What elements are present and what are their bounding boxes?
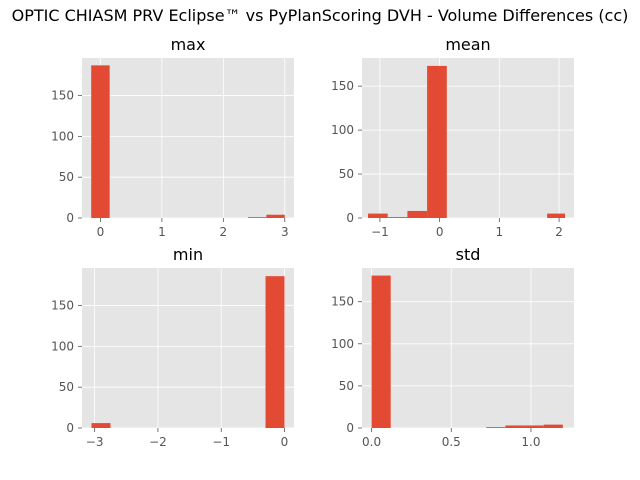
y-tick-label: 150 [331,295,354,309]
plot-area-max [82,58,294,218]
subplot-title-std: std [456,245,481,264]
y-tick-label: 100 [51,129,74,143]
histogram-bar [91,65,110,218]
x-tick-label: 0 [436,225,444,239]
histogram-bar [371,275,391,428]
y-tick-label: 50 [339,379,354,393]
x-tick-label: 0.0 [362,435,381,449]
y-tick-label: 150 [331,79,354,93]
histogram-bar [427,65,447,219]
histogram-bar [505,425,525,428]
x-tick-label: −1 [371,225,389,239]
histogram-bar [91,423,111,428]
y-tick-label: 0 [66,211,74,225]
x-tick-label: 0.5 [442,435,461,449]
x-tick-label: 2 [555,225,563,239]
y-tick-label: 100 [51,339,74,353]
plot-area-mean [362,58,574,218]
y-tick-label: 150 [51,89,74,103]
histogram-max: 0 1 2 3 0 50 100 150 max [51,35,294,239]
x-tick-label: 2 [220,225,228,239]
figure-title: OPTIC CHIASM PRV Eclipse™ vs PyPlanScori… [11,6,629,25]
y-tick-label: 100 [331,337,354,351]
subplot-title-max: max [171,35,206,54]
plot-area-min [82,268,294,428]
x-tick-label: 1 [158,225,166,239]
y-tick-label: 150 [51,299,74,313]
histogram-bar [486,427,506,428]
histogram-bar [266,214,285,218]
y-tick-label: 50 [339,167,354,181]
histogram-bar [387,217,408,218]
histogram-bar [265,276,285,428]
x-tick-label: −3 [86,435,104,449]
x-tick-label: 0 [281,435,289,449]
subplot-title-mean: mean [445,35,490,54]
y-tick-label: 0 [346,211,354,225]
y-tick-label: 100 [331,123,354,137]
histogram-mean: −1 0 1 2 0 50 100 150 mean [331,35,574,239]
histogram-bar [407,210,428,218]
x-tick-label: −2 [149,435,167,449]
x-tick-label: −1 [212,435,230,449]
histogram-min: −3 −2 −1 0 0 50 100 150 min [51,245,294,449]
histogram-bar [247,217,267,218]
histogram-bar [367,213,388,218]
x-tick-label: 1.0 [521,435,540,449]
plot-area-std [362,268,574,428]
x-tick-label: 0 [97,225,105,239]
y-tick-label: 50 [59,170,74,184]
histogram-bar [524,425,544,428]
histogram-std: 0.0 0.5 1.0 0 50 100 150 std [331,245,574,449]
y-tick-label: 50 [59,380,74,394]
y-tick-label: 0 [66,421,74,435]
x-tick-label: 1 [496,225,504,239]
histogram-bar [547,213,566,218]
y-tick-label: 0 [346,421,354,435]
subplot-title-min: min [173,245,203,264]
x-tick-label: 3 [281,225,289,239]
histogram-bar [543,424,563,428]
